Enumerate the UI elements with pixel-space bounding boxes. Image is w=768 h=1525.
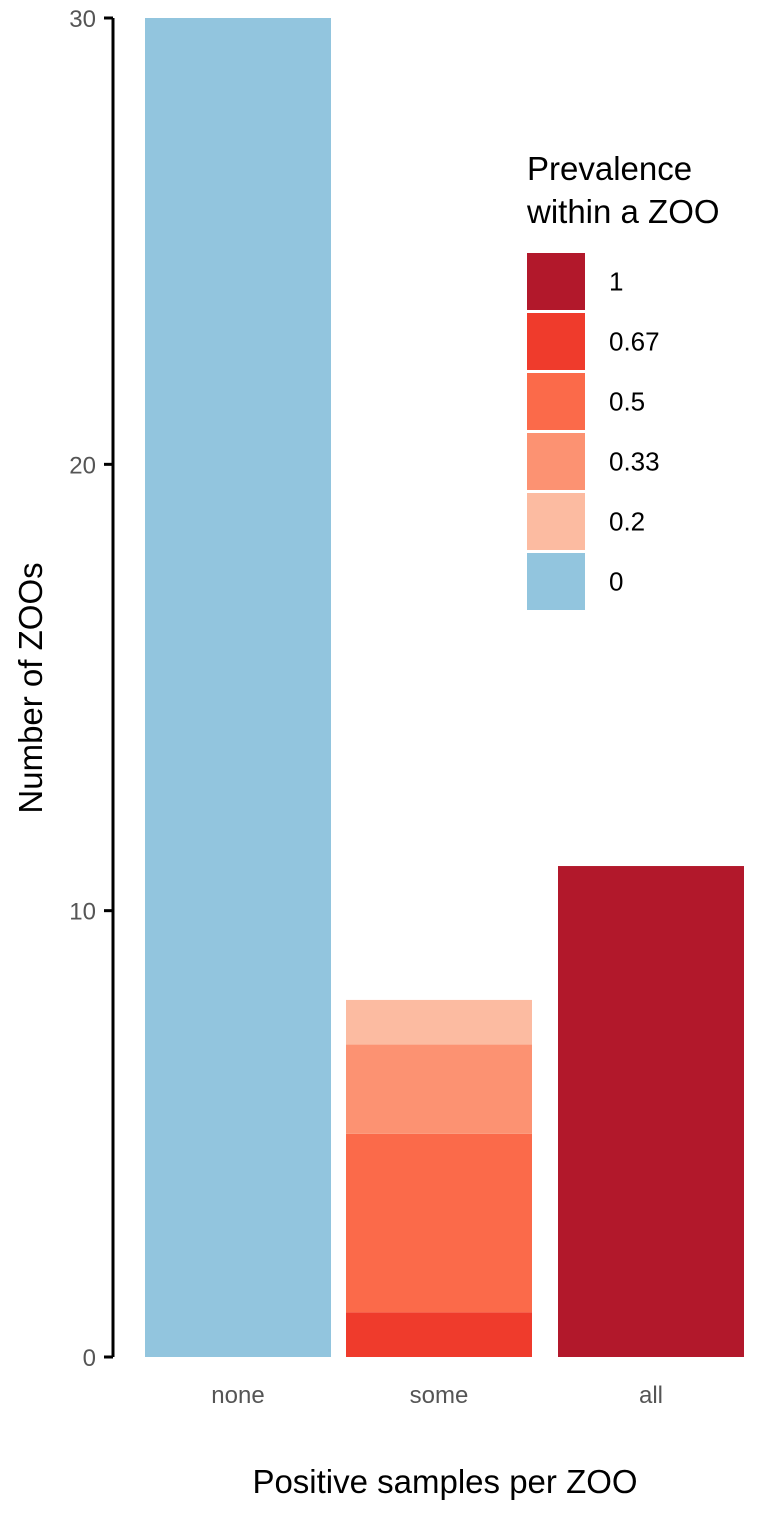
legend-items: 1 0.67 0.5 0.33 0.2 0 — [527, 253, 660, 610]
y-tick-label-0: 0 — [83, 1345, 96, 1372]
legend-key-0-67 — [527, 313, 585, 370]
y-tick-label-10: 10 — [69, 899, 96, 926]
legend: Prevalence within a ZOO 1 0.67 0.5 0.33 0.2 0 — [526, 150, 720, 610]
legend-key-0-2 — [527, 493, 585, 550]
y-axis-ticks: 0 10 20 30 — [69, 6, 113, 1372]
x-tick-label-none: none — [211, 1382, 264, 1409]
y-tick-label-30: 30 — [69, 6, 96, 33]
y-tick-label-20: 20 — [69, 452, 96, 479]
x-axis-title: Positive samples per ZOO — [252, 1463, 637, 1500]
legend-label-0-5: 0.5 — [609, 387, 645, 417]
bar-none-prevalence-0 — [145, 18, 331, 1357]
legend-label-0: 0 — [609, 567, 623, 597]
bar-some-prevalence-0-5 — [346, 1133, 532, 1313]
bar-some-prevalence-0-33 — [346, 1044, 532, 1134]
x-tick-label-some: some — [410, 1382, 469, 1409]
legend-label-0-67: 0.67 — [609, 327, 660, 357]
legend-key-1 — [527, 253, 585, 310]
y-axis-title: Number of ZOOs — [12, 562, 49, 813]
legend-title-line-2: within a ZOO — [526, 193, 720, 230]
bar-all-prevalence-1 — [558, 866, 744, 1357]
legend-key-0-5 — [527, 373, 585, 430]
legend-title-line-1: Prevalence — [527, 150, 692, 187]
legend-label-1: 1 — [609, 267, 623, 297]
x-tick-label-all: all — [639, 1382, 663, 1409]
legend-label-0-33: 0.33 — [609, 447, 660, 477]
legend-key-0-33 — [527, 433, 585, 490]
bars-layer — [145, 18, 744, 1357]
x-axis-ticks: none some all — [211, 1382, 663, 1409]
legend-label-0-2: 0.2 — [609, 507, 645, 537]
bar-some-prevalence-0-2 — [346, 999, 532, 1045]
bar-some-prevalence-0-67 — [346, 1312, 532, 1357]
legend-key-0 — [527, 553, 585, 610]
